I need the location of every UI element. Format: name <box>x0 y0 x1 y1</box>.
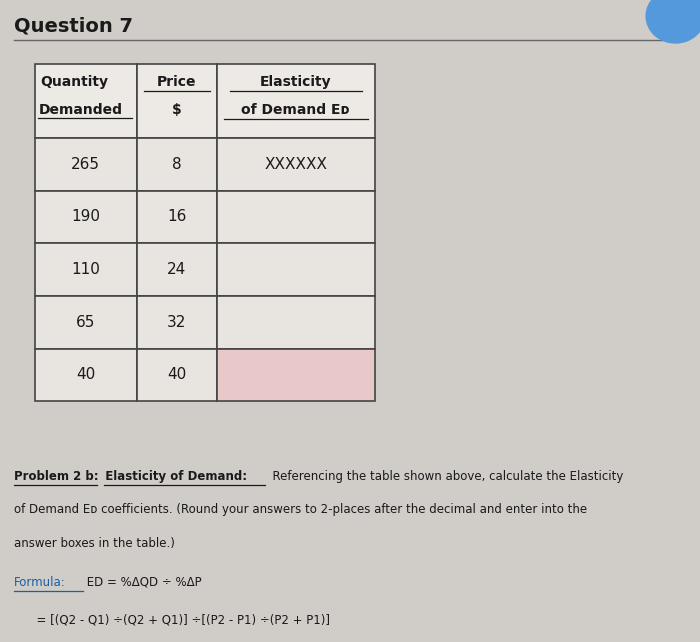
FancyBboxPatch shape <box>136 138 217 191</box>
Text: Demanded: Demanded <box>38 103 122 117</box>
Text: of Demand Eᴅ coefficients. (Round your answers to 2-places after the decimal and: of Demand Eᴅ coefficients. (Round your a… <box>14 503 587 516</box>
Text: 8: 8 <box>172 157 181 172</box>
FancyBboxPatch shape <box>217 349 374 401</box>
FancyBboxPatch shape <box>136 64 217 138</box>
FancyBboxPatch shape <box>136 296 217 349</box>
Text: 24: 24 <box>167 262 186 277</box>
Text: $: $ <box>172 103 181 117</box>
FancyBboxPatch shape <box>136 243 217 296</box>
Text: XXXXXX: XXXXXX <box>265 157 328 172</box>
FancyBboxPatch shape <box>217 138 374 191</box>
Text: of Demand Eᴅ: of Demand Eᴅ <box>241 103 350 117</box>
Text: ED = %ΔQD ÷ %ΔP: ED = %ΔQD ÷ %ΔP <box>83 576 201 589</box>
FancyBboxPatch shape <box>35 349 136 401</box>
Text: 190: 190 <box>71 209 100 225</box>
Text: Price: Price <box>157 75 197 89</box>
Text: = [(Q2 - Q1) ÷(Q2 + Q1)] ÷[(P2 - P1) ÷(P2 + P1)]: = [(Q2 - Q1) ÷(Q2 + Q1)] ÷[(P2 - P1) ÷(P… <box>14 613 330 626</box>
FancyBboxPatch shape <box>136 349 217 401</box>
FancyBboxPatch shape <box>217 64 374 138</box>
Text: 65: 65 <box>76 315 95 330</box>
Text: 110: 110 <box>71 262 100 277</box>
FancyBboxPatch shape <box>35 243 136 296</box>
Circle shape <box>646 0 700 43</box>
Text: Question 7: Question 7 <box>14 16 133 35</box>
Text: 265: 265 <box>71 157 100 172</box>
FancyBboxPatch shape <box>35 138 136 191</box>
Text: Quantity: Quantity <box>41 75 108 89</box>
Text: Problem 2 b:: Problem 2 b: <box>14 470 99 483</box>
Text: 32: 32 <box>167 315 186 330</box>
Text: Referencing the table shown above, calculate the Elasticity: Referencing the table shown above, calcu… <box>265 470 623 483</box>
FancyBboxPatch shape <box>35 64 136 138</box>
FancyBboxPatch shape <box>217 243 374 296</box>
Text: Formula:: Formula: <box>14 576 66 589</box>
Text: 40: 40 <box>76 367 95 383</box>
FancyBboxPatch shape <box>217 296 374 349</box>
FancyBboxPatch shape <box>217 191 374 243</box>
FancyBboxPatch shape <box>136 191 217 243</box>
Text: answer boxes in the table.): answer boxes in the table.) <box>14 537 175 550</box>
Text: 40: 40 <box>167 367 186 383</box>
Text: Elasticity: Elasticity <box>260 75 332 89</box>
FancyBboxPatch shape <box>35 296 136 349</box>
FancyBboxPatch shape <box>35 191 136 243</box>
Text: Elasticity of Demand:: Elasticity of Demand: <box>97 470 246 483</box>
Text: 16: 16 <box>167 209 186 225</box>
